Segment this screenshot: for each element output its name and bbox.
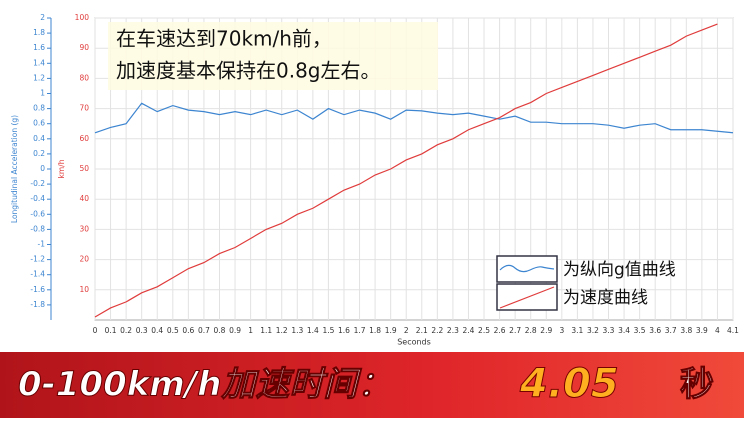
x-tick-label: 1.3 [291, 326, 303, 335]
x-tick-label: 3.4 [618, 326, 630, 335]
x-tick-label: 3.3 [603, 326, 615, 335]
y2-tick-label: 10 [79, 285, 89, 294]
y-tick-label: 0.6 [33, 119, 45, 128]
x-tick-label: 0.7 [198, 326, 210, 335]
x-tick-label: 3.8 [680, 326, 692, 335]
x-tick-label: 1.4 [307, 326, 319, 335]
x-tick-label: 1 [248, 326, 253, 335]
x-tick-label: 0.5 [167, 326, 179, 335]
x-tick-label: 3 [559, 326, 564, 335]
y-tick-label: -0.6 [30, 209, 45, 218]
y-axis-title: Longitudinal Acceleration (g) [10, 115, 19, 223]
x-tick-label: 2.3 [447, 326, 459, 335]
y2-tick-label: 70 [79, 104, 89, 113]
x-tick-label: 2.2 [431, 326, 443, 335]
x-tick-label: 0.3 [136, 326, 148, 335]
x-tick-label: 2.6 [494, 326, 506, 335]
y2-axis-title: km/h [57, 159, 66, 178]
y-tick-label: 0.8 [33, 104, 45, 113]
y2-tick-label: 40 [79, 194, 89, 203]
legend-box [496, 255, 558, 283]
y-tick-label: -1.4 [30, 270, 45, 279]
y-tick-label: 1.4 [33, 58, 45, 67]
x-tick-label: 2 [404, 326, 409, 335]
y-tick-label: -0.4 [30, 194, 45, 203]
x-tick-label: 1.1 [260, 326, 272, 335]
y-tick-label: 1.8 [33, 28, 45, 37]
x-tick-label: 3.7 [665, 326, 677, 335]
y-tick-label: -0.8 [30, 224, 45, 233]
y2-tick-label: 60 [79, 134, 89, 143]
annotation: 加速度基本保持在0.8g左右。 [116, 59, 381, 83]
banner-label: 0-100km/h加速时间： [18, 365, 391, 405]
banner-unit: 秒 [680, 365, 714, 405]
series-line [94, 102, 734, 134]
x-tick-label: 2.8 [525, 326, 537, 335]
y2-tick-label: 50 [79, 164, 89, 173]
y-tick-label: -1.8 [30, 300, 45, 309]
x-tick-label: 0.9 [229, 326, 241, 335]
x-tick-label: 0.2 [120, 326, 132, 335]
y-tick-label: 0.2 [33, 149, 45, 158]
y2-tick-label: 80 [79, 73, 89, 82]
y2-tick-label: 30 [79, 224, 89, 233]
y2-tick-label: 100 [75, 13, 90, 22]
y2-tick-label: 90 [79, 43, 89, 52]
x-tick-label: 2.4 [462, 326, 474, 335]
annotation-box [108, 22, 438, 90]
x-tick-label: 1.5 [322, 326, 334, 335]
x-tick-label: 2.5 [478, 326, 490, 335]
annotation: 在车速达到70km/h前， [116, 27, 332, 51]
x-tick-label: 3.2 [587, 326, 599, 335]
x-tick-label: 3.6 [649, 326, 661, 335]
x-tick-label: 0.4 [151, 326, 163, 335]
legend-swatch [499, 286, 555, 309]
x-tick-label: 2.1 [416, 326, 428, 335]
x-tick-label: 1.9 [385, 326, 397, 335]
x-tick-label: 1.7 [354, 326, 366, 335]
y-tick-label: 0 [40, 164, 45, 173]
x-tick-label: 0.1 [105, 326, 117, 335]
x-tick-label: 4 [715, 326, 720, 335]
legend-label: 为纵向g值曲线 [563, 260, 676, 280]
x-tick-label: 4.1 [727, 326, 739, 335]
y-tick-label: -1 [38, 240, 46, 249]
x-tick-label: 3.9 [696, 326, 708, 335]
y-tick-label: 1.2 [33, 73, 45, 82]
x-tick-label: 2.7 [509, 326, 521, 335]
series-line [94, 23, 718, 318]
x-tick-label: 2.9 [540, 326, 552, 335]
y-tick-label: -1.2 [30, 255, 45, 264]
x-axis-title: Seconds [397, 338, 431, 347]
y-tick-label: 1 [40, 89, 45, 98]
y2-tick-label: 20 [79, 255, 89, 264]
x-tick-label: 3.5 [634, 326, 646, 335]
banner [0, 352, 744, 418]
legend-swatch [499, 264, 555, 273]
x-tick-label: 1.6 [338, 326, 350, 335]
x-tick-label: 1.2 [276, 326, 288, 335]
y-tick-label: 1.6 [33, 43, 45, 52]
banner-value: 4.05 [519, 361, 619, 407]
y-tick-label: 0.4 [33, 134, 45, 143]
y-tick-label: -0.2 [30, 179, 45, 188]
x-tick-label: 1.8 [369, 326, 381, 335]
legend-label: 为速度曲线 [563, 288, 648, 308]
y-tick-label: -1.6 [30, 285, 45, 294]
y-tick-label: 2 [40, 13, 45, 22]
x-tick-label: 3.1 [571, 326, 583, 335]
x-tick-label: 0 [93, 326, 98, 335]
x-tick-label: 0.6 [182, 326, 194, 335]
x-tick-label: 0.8 [214, 326, 226, 335]
